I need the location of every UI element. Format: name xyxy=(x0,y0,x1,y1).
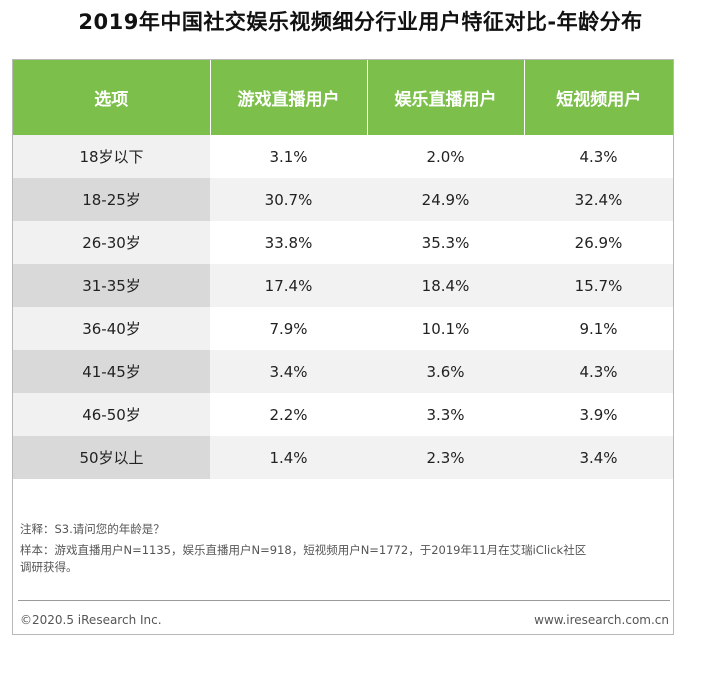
age-group-cell: 18岁以下 xyxy=(13,135,210,178)
age-group-cell: 46-50岁 xyxy=(13,393,210,436)
column-header: 游戏直播用户 xyxy=(210,60,368,135)
age-group-cell: 26-30岁 xyxy=(13,221,210,264)
copyright-text: ©2020.5 iResearch Inc. xyxy=(20,613,162,627)
value-cell: 35.3% xyxy=(367,221,524,264)
website-link[interactable]: www.iresearch.com.cn xyxy=(534,613,669,627)
value-cell: 10.1% xyxy=(367,307,524,350)
value-cell: 18.4% xyxy=(367,264,524,307)
table-row: 36-40岁 7.9% 10.1% 9.1% xyxy=(13,307,673,350)
chart-title: 2019年中国社交娱乐视频细分行业用户特征对比-年龄分布 xyxy=(78,10,643,34)
table-row: 46-50岁 2.2% 3.3% 3.9% xyxy=(13,393,673,436)
value-cell: 17.4% xyxy=(210,264,367,307)
value-cell: 3.1% xyxy=(210,135,367,178)
value-cell: 2.0% xyxy=(367,135,524,178)
age-group-cell: 50岁以上 xyxy=(13,436,210,479)
value-cell: 32.4% xyxy=(524,178,673,221)
column-header: 选项 xyxy=(13,60,211,135)
notes-section: 注释：S3.请问您的年龄是？ 样本：游戏直播用户N=1135，娱乐直播用户N=9… xyxy=(20,519,670,578)
value-cell: 4.3% xyxy=(524,350,673,393)
table-row: 18岁以下 3.1% 2.0% 4.3% xyxy=(13,135,673,178)
value-cell: 26.9% xyxy=(524,221,673,264)
value-cell: 3.4% xyxy=(210,350,367,393)
age-group-cell: 41-45岁 xyxy=(13,350,210,393)
value-cell: 3.9% xyxy=(524,393,673,436)
value-cell: 4.3% xyxy=(524,135,673,178)
value-cell: 15.7% xyxy=(524,264,673,307)
value-cell: 24.9% xyxy=(367,178,524,221)
footer-divider xyxy=(18,600,670,601)
column-header: 短视频用户 xyxy=(524,60,673,135)
table-row: 26-30岁 33.8% 35.3% 26.9% xyxy=(13,221,673,264)
age-group-cell: 18-25岁 xyxy=(13,178,210,221)
table-row: 41-45岁 3.4% 3.6% 4.3% xyxy=(13,350,673,393)
column-header: 娱乐直播用户 xyxy=(367,60,525,135)
question-note: 注释：S3.请问您的年龄是？ xyxy=(20,522,165,536)
table-row: 50岁以上 1.4% 2.3% 3.4% xyxy=(13,436,673,479)
sample-note: 样本：游戏直播用户N=1135，娱乐直播用户N=918，短视频用户N=1772，… xyxy=(20,543,587,557)
value-cell: 30.7% xyxy=(210,178,367,221)
table-row: 18-25岁 30.7% 24.9% 32.4% xyxy=(13,178,673,221)
table-frame xyxy=(12,59,674,635)
value-cell: 33.8% xyxy=(210,221,367,264)
age-group-cell: 31-35岁 xyxy=(13,264,210,307)
age-distribution-table: 选项 游戏直播用户 娱乐直播用户 短视频用户 18岁以下 3.1% 2.0% 4… xyxy=(13,60,673,479)
value-cell: 2.3% xyxy=(367,436,524,479)
value-cell: 3.3% xyxy=(367,393,524,436)
table-header-row: 选项 游戏直播用户 娱乐直播用户 短视频用户 xyxy=(13,60,673,135)
age-group-cell: 36-40岁 xyxy=(13,307,210,350)
value-cell: 1.4% xyxy=(210,436,367,479)
value-cell: 3.4% xyxy=(524,436,673,479)
table-row: 31-35岁 17.4% 18.4% 15.7% xyxy=(13,264,673,307)
value-cell: 3.6% xyxy=(367,350,524,393)
value-cell: 9.1% xyxy=(524,307,673,350)
sample-note-continued: 调研获得。 xyxy=(20,560,78,574)
value-cell: 2.2% xyxy=(210,393,367,436)
value-cell: 7.9% xyxy=(210,307,367,350)
